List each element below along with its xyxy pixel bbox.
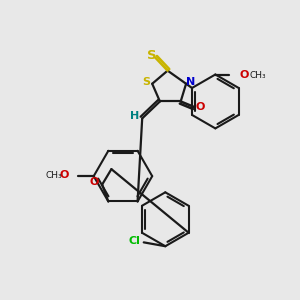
Text: CH₃: CH₃ — [249, 71, 266, 80]
Text: CH₃: CH₃ — [45, 171, 62, 180]
Text: Cl: Cl — [129, 236, 140, 246]
Text: S: S — [147, 49, 157, 62]
Text: O: O — [60, 170, 69, 180]
Text: N: N — [186, 77, 195, 87]
Text: S: S — [142, 77, 150, 87]
Text: O: O — [195, 102, 205, 112]
Text: O: O — [240, 70, 249, 80]
Text: H: H — [130, 111, 139, 121]
Text: O: O — [90, 177, 99, 187]
